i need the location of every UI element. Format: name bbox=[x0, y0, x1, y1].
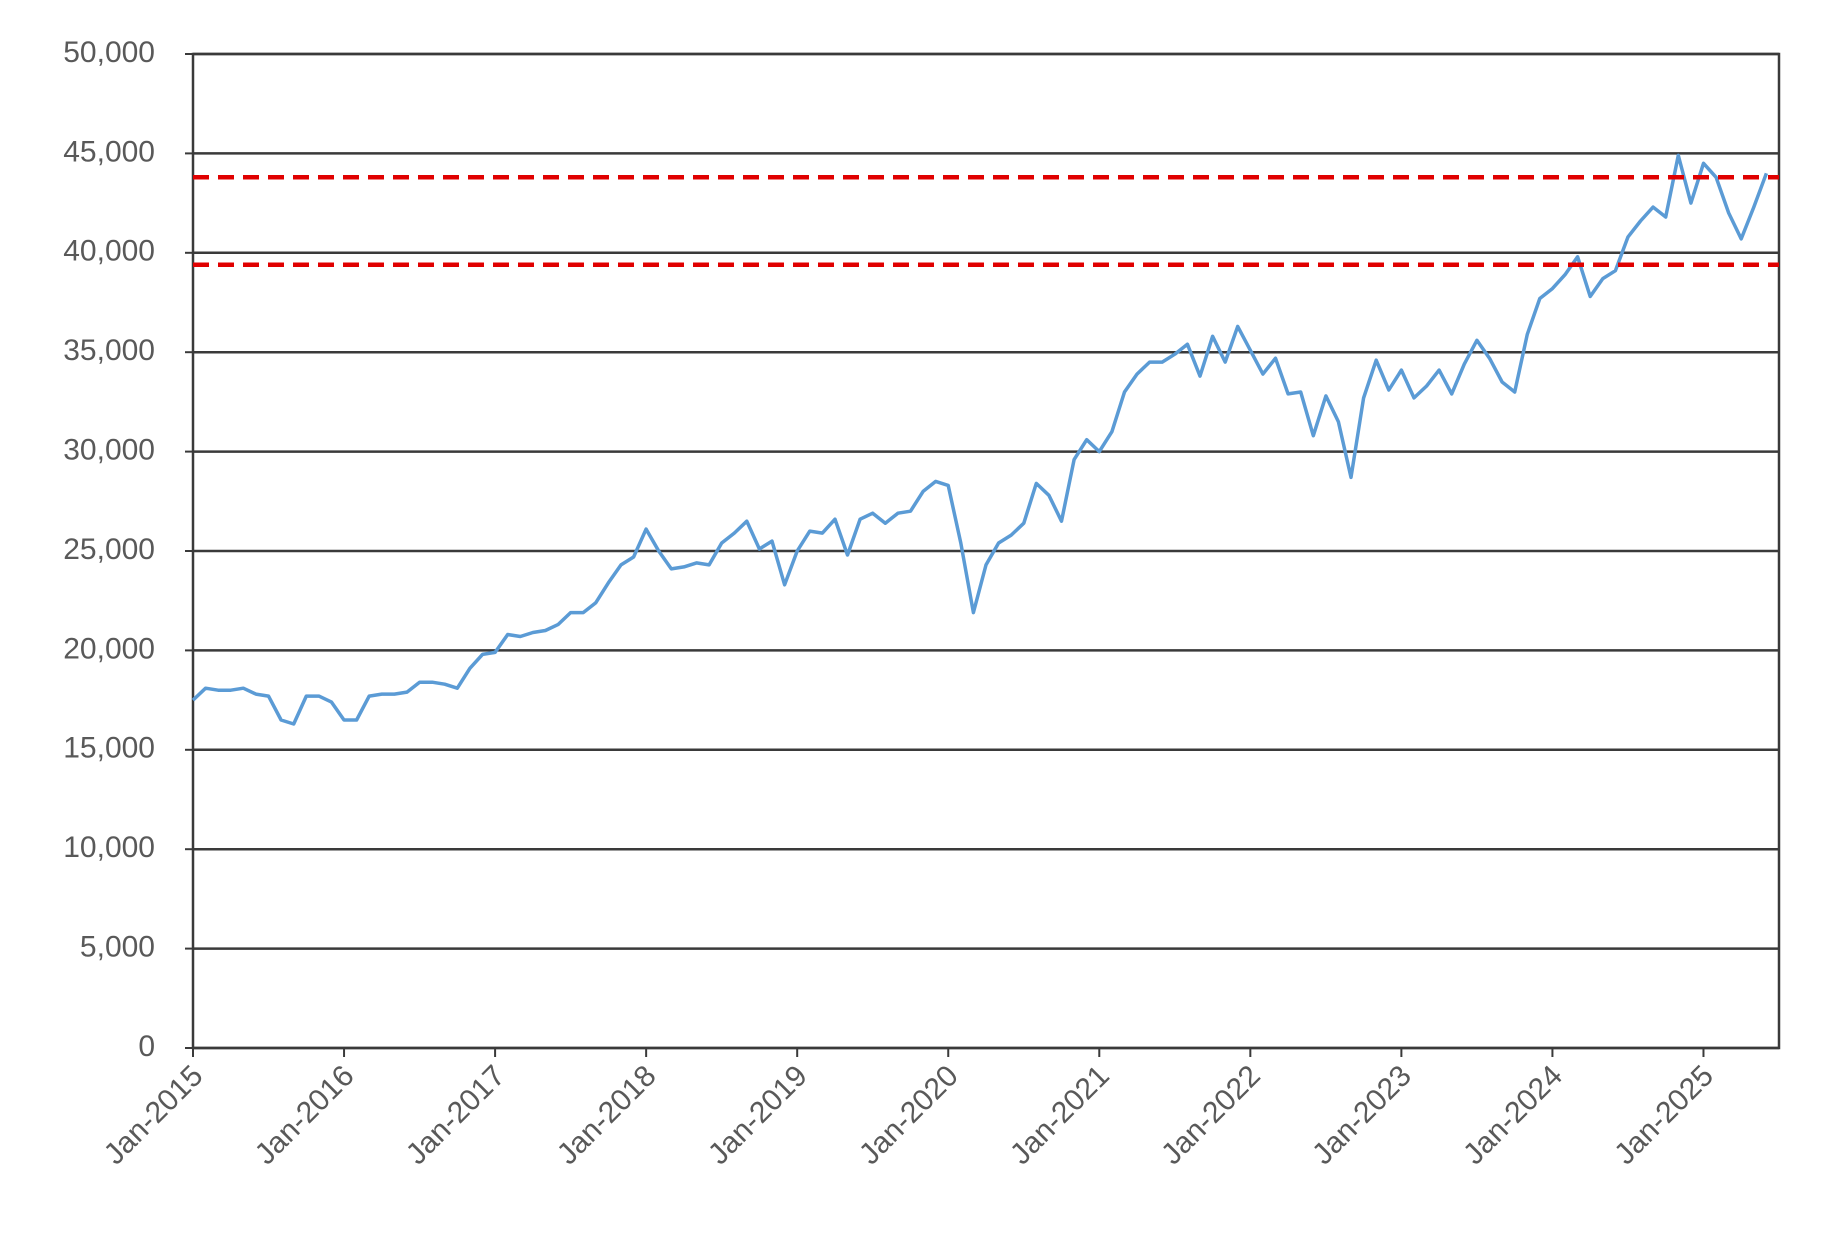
x-tick-label: Jan-2023 bbox=[1306, 1059, 1418, 1171]
y-tick-label: 45,000 bbox=[63, 135, 155, 168]
x-tick-label: Jan-2025 bbox=[1608, 1059, 1720, 1171]
y-tick-label: 50,000 bbox=[63, 36, 155, 69]
y-tick-label: 0 bbox=[138, 1030, 155, 1063]
x-tick-label: Jan-2015 bbox=[98, 1059, 210, 1171]
x-tick-label: Jan-2024 bbox=[1457, 1059, 1569, 1171]
x-tick-label: Jan-2019 bbox=[702, 1059, 814, 1171]
x-tick-label: Jan-2016 bbox=[249, 1059, 361, 1171]
y-tick-label: 25,000 bbox=[63, 533, 155, 566]
x-tick-label: Jan-2018 bbox=[551, 1059, 663, 1171]
data-line bbox=[191, 153, 1769, 726]
x-tick-label: Jan-2020 bbox=[853, 1059, 965, 1171]
y-tick-label: 5,000 bbox=[80, 931, 155, 964]
y-tick-label: 15,000 bbox=[63, 732, 155, 765]
y-tick-label: 35,000 bbox=[63, 334, 155, 367]
x-tick-label: Jan-2017 bbox=[400, 1059, 512, 1171]
y-tick-label: 40,000 bbox=[63, 235, 155, 268]
y-tick-label: 20,000 bbox=[63, 632, 155, 665]
y-tick-label: 30,000 bbox=[63, 434, 155, 467]
x-tick-label: Jan-2022 bbox=[1155, 1059, 1267, 1171]
y-tick-label: 10,000 bbox=[63, 831, 155, 864]
x-tick-label: Jan-2021 bbox=[1004, 1059, 1116, 1171]
plot-frame bbox=[191, 52, 1781, 1050]
